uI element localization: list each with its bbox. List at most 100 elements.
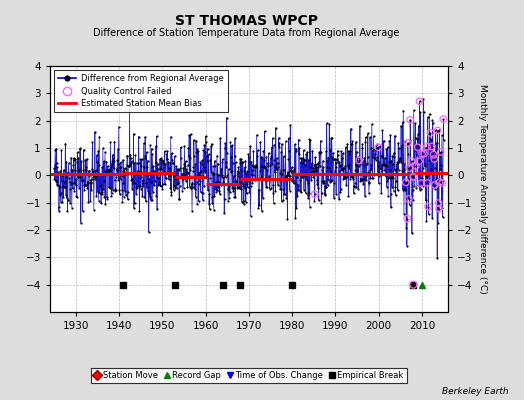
Point	[170, 153, 179, 160]
Point	[308, 168, 316, 174]
Point	[438, 180, 446, 186]
Point	[107, 160, 116, 167]
Point	[388, 153, 397, 159]
Point	[190, 137, 198, 143]
Point	[214, 179, 222, 185]
Point	[114, 146, 122, 152]
Point	[267, 184, 275, 191]
Point	[187, 131, 195, 138]
Point	[159, 181, 167, 187]
Point	[349, 171, 357, 178]
Point	[340, 165, 348, 171]
Point	[201, 168, 210, 175]
Point	[317, 200, 325, 206]
Point	[260, 157, 268, 164]
Point	[116, 176, 125, 182]
Point	[322, 184, 331, 190]
Point	[104, 168, 113, 174]
Point	[210, 171, 219, 178]
Point	[193, 146, 202, 152]
Point	[144, 172, 152, 179]
Point	[118, 180, 127, 186]
Point	[118, 187, 126, 193]
Point	[235, 179, 244, 186]
Point	[278, 141, 286, 147]
Point	[67, 181, 75, 188]
Point	[347, 173, 355, 179]
Point	[92, 193, 101, 200]
Point	[56, 183, 64, 190]
Point	[238, 198, 246, 205]
Point	[159, 158, 167, 164]
Point	[86, 198, 94, 204]
Point	[400, 211, 408, 217]
Point	[142, 180, 150, 186]
Point	[250, 162, 258, 169]
Point	[336, 189, 345, 196]
Point	[330, 194, 338, 201]
Point	[233, 168, 242, 174]
Point	[161, 181, 169, 188]
Point	[350, 182, 358, 189]
Point	[434, 176, 442, 182]
Point	[91, 129, 99, 135]
Point	[214, 171, 223, 178]
Point	[110, 138, 118, 145]
Point	[94, 188, 102, 195]
Point	[74, 166, 83, 173]
Point	[216, 191, 224, 197]
Point	[63, 197, 72, 203]
Point	[158, 156, 166, 163]
Point	[407, 172, 415, 178]
Point	[131, 180, 139, 186]
Point	[258, 155, 267, 161]
Point	[337, 154, 346, 161]
Point	[384, 144, 392, 150]
Point	[359, 181, 367, 187]
Point	[239, 201, 248, 207]
Point	[155, 180, 163, 186]
Point	[261, 165, 269, 172]
Point	[250, 177, 259, 184]
Point	[143, 184, 151, 190]
Point	[287, 168, 295, 174]
Point	[307, 177, 315, 183]
Point	[422, 218, 431, 224]
Point	[212, 188, 221, 195]
Point	[423, 114, 432, 120]
Point	[81, 182, 89, 188]
Point	[312, 167, 321, 173]
Point	[365, 179, 374, 185]
Point	[285, 135, 293, 141]
Point	[429, 152, 438, 158]
Point	[173, 166, 181, 172]
Point	[75, 166, 83, 173]
Point	[224, 198, 232, 204]
Point	[289, 177, 298, 184]
Point	[85, 172, 94, 179]
Point	[364, 180, 373, 186]
Point	[230, 194, 238, 200]
Point	[238, 159, 246, 166]
Point	[379, 137, 388, 144]
Point	[222, 159, 230, 166]
Point	[110, 165, 118, 171]
Point	[76, 174, 84, 180]
Point	[271, 188, 280, 194]
Point	[120, 169, 128, 175]
Point	[86, 180, 95, 186]
Point	[118, 199, 126, 205]
Point	[108, 158, 116, 164]
Point	[398, 142, 406, 149]
Point	[272, 166, 281, 172]
Point	[243, 168, 252, 174]
Point	[353, 167, 362, 173]
Point	[71, 156, 80, 162]
Point	[213, 152, 221, 159]
Point	[198, 190, 206, 196]
Point	[275, 140, 283, 146]
Point	[329, 149, 337, 156]
Point	[124, 188, 133, 195]
Point	[341, 172, 349, 178]
Point	[432, 127, 440, 133]
